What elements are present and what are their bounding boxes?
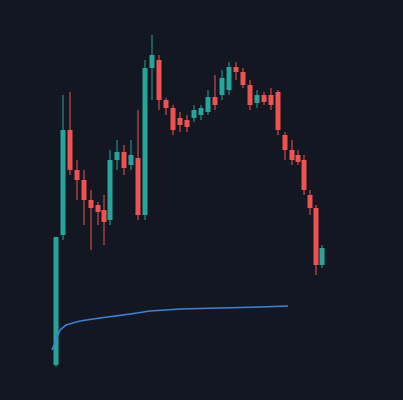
candle-body — [170, 108, 176, 130]
candle-body — [67, 130, 73, 170]
candle-body — [135, 158, 141, 215]
candle-body — [177, 118, 183, 125]
candle-body — [247, 85, 253, 105]
candle-body — [163, 100, 169, 108]
candle-body — [254, 95, 260, 103]
candle-body — [142, 68, 148, 215]
candle-body — [307, 195, 313, 208]
candle-body — [95, 205, 101, 212]
candle-body — [301, 160, 307, 190]
candle-body — [282, 135, 288, 150]
candle-body — [295, 155, 301, 162]
candle-body — [212, 97, 218, 105]
candle-body — [191, 110, 197, 118]
candle-body — [60, 130, 66, 235]
candle-body — [81, 180, 87, 200]
candle-body — [128, 155, 134, 165]
candle-body — [198, 108, 204, 115]
candle-body — [121, 152, 127, 168]
candle-body — [101, 210, 107, 222]
candle-body — [289, 150, 295, 160]
candle-body — [261, 95, 267, 102]
candle-body — [184, 120, 190, 127]
candle-body — [313, 208, 319, 265]
candle-body — [219, 78, 225, 95]
candle-body — [319, 248, 325, 265]
candle-body — [268, 95, 274, 105]
candle-body — [275, 92, 281, 130]
candle-body — [53, 237, 59, 365]
candle-body — [240, 72, 246, 85]
candle-body — [149, 55, 155, 68]
candle-body — [88, 200, 94, 208]
candle-body — [205, 97, 211, 112]
candle-body — [233, 67, 239, 72]
candle-body — [74, 170, 80, 180]
candle-body — [107, 160, 113, 220]
candle-body — [226, 67, 232, 90]
line-series — [51, 305, 289, 351]
candle-body — [114, 152, 120, 160]
candle-body — [156, 60, 162, 100]
